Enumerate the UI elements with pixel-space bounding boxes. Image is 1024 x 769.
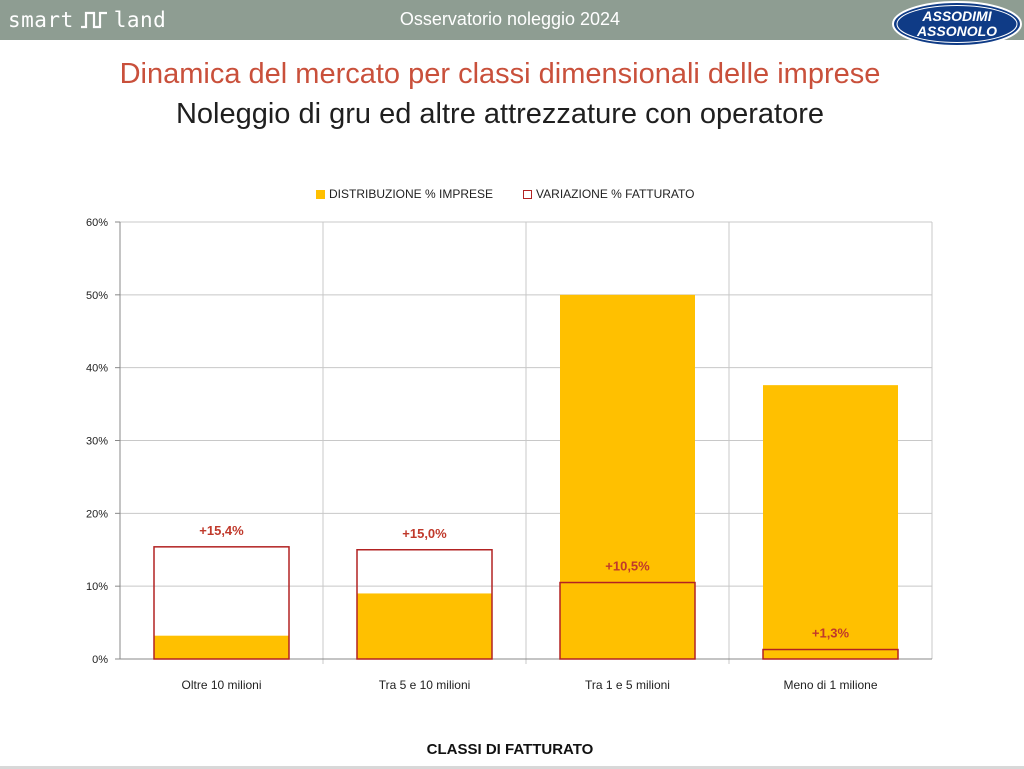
legend-label-variazione: VARIAZIONE % FATTURATO (536, 187, 695, 201)
y-tick-label: 60% (86, 217, 108, 229)
bar-distribuzione (357, 593, 492, 659)
y-tick-label: 50% (86, 290, 108, 302)
x-tick-label: Oltre 10 milioni (181, 678, 261, 692)
legend-swatch-filled (316, 189, 325, 199)
chart-subtitle: Noleggio di gru ed altre attrezzature co… (175, 98, 825, 130)
x-tick-label: Tra 5 e 10 milioni (379, 678, 471, 692)
smartland-logo: smart land (8, 6, 166, 34)
x-tick-label: Meno di 1 milione (783, 678, 877, 692)
bar-variazione (762, 648, 899, 660)
x-tick-label: Tra 1 e 5 milioni (585, 678, 670, 692)
y-tick-label: 30% (86, 436, 108, 448)
bar-distribuzione (763, 385, 898, 659)
y-tick-label: 0% (92, 654, 108, 666)
legend-swatch-outline (523, 189, 533, 199)
chart-legend: DISTRIBUZIONE % IMPRESE VARIAZIONE % FAT… (316, 186, 695, 202)
bar-distribuzione (154, 635, 289, 659)
bar-variazione (356, 549, 493, 660)
bar-distribuzione (560, 294, 695, 659)
bottom-divider (0, 766, 1024, 769)
y-tick-label: 10% (86, 581, 108, 593)
logo-line1: ASSODIMI (921, 8, 992, 24)
chart-title: Dinamica del mercato per classi dimensio… (119, 58, 881, 90)
data-label-variazione: +15,0% (402, 526, 447, 541)
data-label-variazione: +1,3% (812, 626, 850, 641)
logo-line2: ASSONOLO (916, 23, 997, 39)
data-label-variazione: +15,4% (199, 523, 244, 538)
brand-text: smart (8, 8, 74, 32)
x-axis-title: CLASSI DI FATTURATO (426, 741, 594, 758)
header-title: Osservatorio noleggio 2024 (399, 9, 621, 29)
legend-item-variazione: VARIAZIONE % FATTURATO (523, 187, 695, 201)
pulse-icon (80, 11, 107, 29)
bar-variazione (153, 546, 290, 660)
bar-variazione (559, 581, 696, 660)
legend-label-distribuzione: DISTRIBUZIONE % IMPRESE (329, 187, 494, 201)
header-bar: smart land Osservatorio noleggio 2024 (0, 0, 1024, 40)
y-tick-label: 20% (86, 508, 108, 520)
data-label-variazione: +10,5% (605, 559, 650, 574)
brand-suffix-text: land (113, 8, 167, 32)
assodimi-assonolo-logo: ASSODIMI ASSONOLO (892, 1, 1022, 47)
legend-item-distribuzione: DISTRIBUZIONE % IMPRESE (316, 187, 493, 201)
y-tick-label: 40% (86, 363, 108, 375)
